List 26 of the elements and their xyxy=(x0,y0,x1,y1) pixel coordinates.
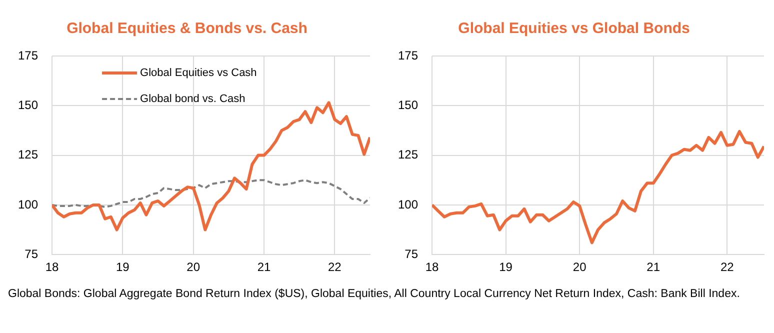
y-tick-label: 150 xyxy=(18,98,38,112)
y-tick-label: 175 xyxy=(18,48,38,62)
y-tick-label: 100 xyxy=(18,197,38,212)
y-tick-label: 175 xyxy=(398,48,418,62)
y-tick-label: 125 xyxy=(398,148,418,162)
chart-title: Global Equities & Bonds vs. Cash xyxy=(66,20,308,38)
y-tick-label: 125 xyxy=(18,148,38,162)
legend-label: Global bond vs. Cash xyxy=(140,93,246,106)
x-tick-label: 18 xyxy=(45,260,60,274)
y-tick-label: 100 xyxy=(398,197,418,212)
y-tick-label: 150 xyxy=(398,98,418,112)
chart-title: Global Equities vs Global Bonds xyxy=(458,20,690,38)
x-tick-label: 22 xyxy=(328,260,342,274)
x-tick-label: 22 xyxy=(720,260,734,274)
x-tick-label: 18 xyxy=(425,260,440,274)
x-tick-label: 21 xyxy=(257,260,271,274)
y-tick-label: 75 xyxy=(404,246,418,261)
line-series xyxy=(52,179,370,208)
x-tick-label: 21 xyxy=(646,260,660,274)
text: Global Bonds: Global Aggregate Bond Return Index ($US), Global Equities, All Country Local Currency Net Return Index, Cash: Bank Bill Index. xyxy=(8,287,741,301)
x-tick-label: 19 xyxy=(499,260,513,274)
legend-label: Global Equities vs Cash xyxy=(140,67,257,80)
y-tick-label: 75 xyxy=(24,246,38,261)
x-tick-label: 20 xyxy=(186,260,200,274)
x-tick-label: 20 xyxy=(572,260,587,274)
x-tick-label: 19 xyxy=(116,260,130,274)
